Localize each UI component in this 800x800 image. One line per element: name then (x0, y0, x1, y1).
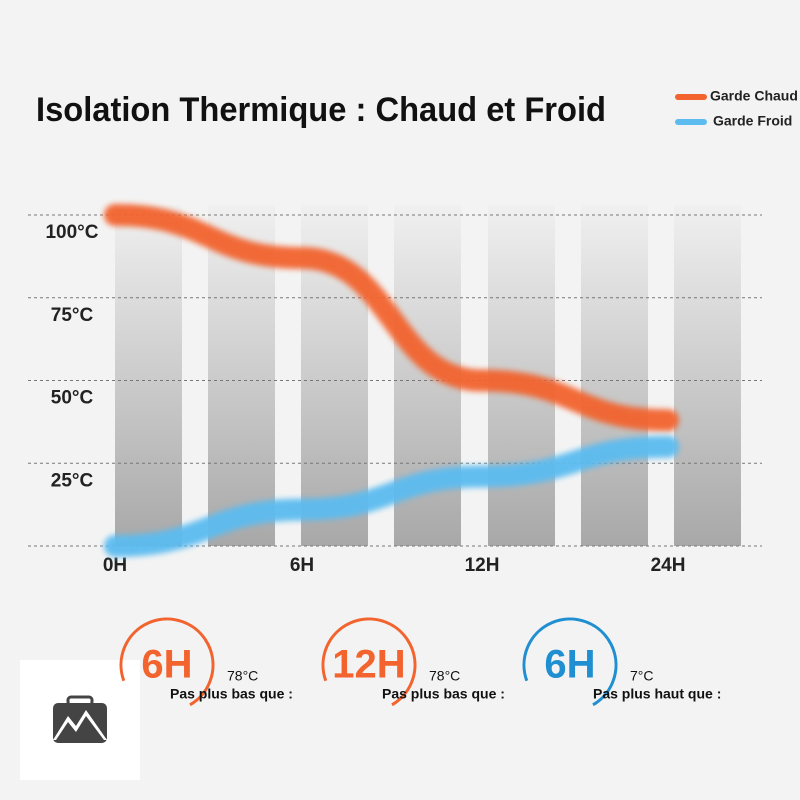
legend-label: Garde Froid (713, 113, 792, 129)
background-columns (115, 205, 741, 546)
y-tick-label: 75°C (51, 305, 94, 326)
y-tick-label: 25°C (51, 470, 94, 491)
badge-text: Pas plus bas que : (170, 686, 293, 702)
logo-icon (53, 695, 107, 743)
badge-text: Pas plus haut que : (593, 686, 721, 702)
badge-hours: 6H (544, 643, 595, 687)
badge-arc (522, 617, 618, 707)
badge-temperature: 78°C (227, 668, 258, 684)
x-tick-label: 6H (290, 555, 314, 576)
badge-temperature: 7°C (630, 668, 654, 684)
badge-text: Pas plus bas que : (382, 686, 505, 702)
badge-arc (119, 617, 215, 707)
x-tick-label: 0H (103, 555, 127, 576)
badge-arc (321, 617, 417, 707)
badge-hours: 12H (332, 643, 405, 687)
badge-hours: 6H (141, 643, 192, 687)
column (581, 205, 648, 546)
x-tick-label: 24H (651, 555, 686, 576)
y-tick-label: 50°C (51, 388, 94, 409)
badge-temperature: 78°C (429, 668, 460, 684)
chart-title: Isolation Thermique : Chaud et Froid (36, 91, 606, 129)
column (115, 205, 182, 546)
column (674, 205, 741, 546)
legend-label: Garde Chaud (710, 88, 798, 104)
series-line (104, 435, 679, 557)
y-tick-label: 100°C (45, 222, 98, 243)
series-line (104, 204, 679, 432)
x-tick-label: 12H (465, 555, 500, 576)
